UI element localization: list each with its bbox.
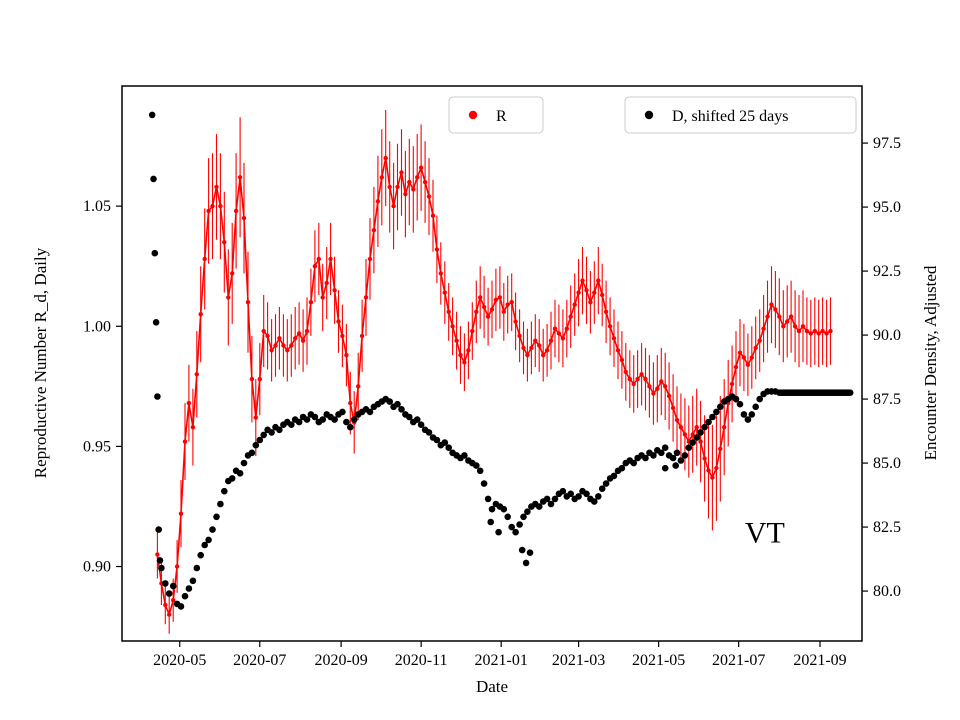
right-y-tick-label: 92.5 bbox=[873, 263, 901, 280]
right-y-tick-label: 95.0 bbox=[873, 199, 901, 216]
legend-r: R bbox=[448, 96, 544, 134]
legend-d: D, shifted 25 days bbox=[624, 96, 857, 134]
x-tick-label: 2021-05 bbox=[632, 652, 685, 669]
legend-d-label: D, shifted 25 days bbox=[672, 108, 788, 125]
legend-r-label: R bbox=[496, 108, 507, 125]
right-y-tick-label: 97.5 bbox=[873, 135, 901, 152]
legend-r-frame bbox=[448, 96, 544, 134]
x-tick-label: 2021-01 bbox=[475, 652, 528, 669]
x-tick-label: 2021-07 bbox=[712, 652, 765, 669]
legend-d-frame bbox=[624, 96, 857, 134]
left-y-tick-label: 0.95 bbox=[83, 438, 111, 455]
right-y-tick-label: 80.0 bbox=[873, 583, 901, 600]
x-tick-label: 2021-03 bbox=[552, 652, 605, 669]
plot-area-border bbox=[121, 85, 863, 642]
x-tick-label: 2020-11 bbox=[395, 652, 448, 669]
left-y-tick-label: 1.00 bbox=[83, 318, 111, 335]
legend-r-marker-icon bbox=[468, 110, 478, 120]
right-y-tick-label: 87.5 bbox=[873, 391, 901, 408]
r-errorbars bbox=[156, 110, 832, 634]
right-y-tick-label: 85.0 bbox=[873, 455, 901, 472]
left-y-tick-label: 0.90 bbox=[83, 559, 111, 576]
axes-layer: 2020-05 2020-07 2020-09 2020-11 2021-01 2021-… bbox=[83, 135, 901, 669]
left-y-axis-label: Reproductive Number R_d, Daily bbox=[31, 247, 50, 478]
x-tick-label: 2021-09 bbox=[793, 652, 846, 669]
right-y-tick-label: 82.5 bbox=[873, 519, 901, 536]
d-markers bbox=[148, 111, 854, 610]
series-layer bbox=[148, 110, 854, 634]
legend-d-marker-icon bbox=[644, 110, 654, 120]
r-markers bbox=[155, 155, 833, 617]
x-tick-label: 2020-05 bbox=[153, 652, 206, 669]
left-y-tick-label: 1.05 bbox=[83, 198, 111, 215]
x-axis-label: Date bbox=[476, 677, 508, 696]
x-tick-label: 2020-07 bbox=[233, 652, 286, 669]
x-tick-label: 2020-09 bbox=[314, 652, 367, 669]
right-y-tick-label: 90.0 bbox=[873, 327, 901, 344]
annotation-text: VT bbox=[745, 516, 785, 549]
r-line bbox=[156, 157, 831, 618]
right-y-axis-label: Encounter Density, Adjusted bbox=[921, 265, 940, 460]
